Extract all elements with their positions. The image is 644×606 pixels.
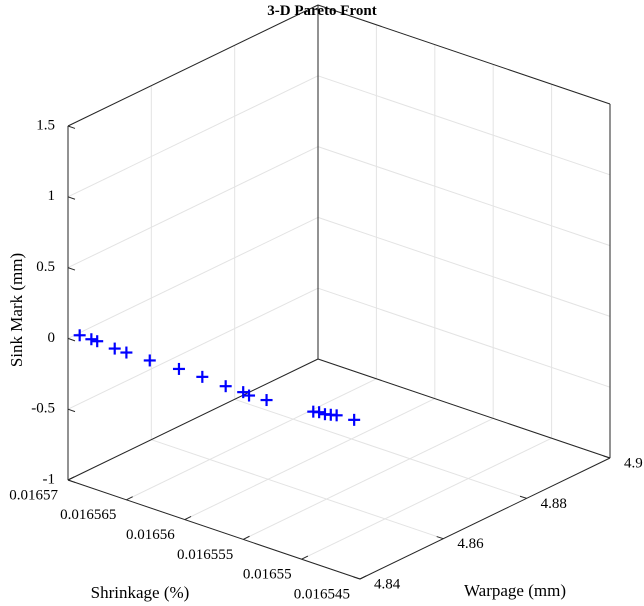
x-tick-mark <box>126 496 133 501</box>
y-tick-label: 4.86 <box>457 536 484 552</box>
y-tick-label: 4.84 <box>374 576 401 592</box>
x-tick-label: 0.016565 <box>60 507 116 523</box>
data-point-marker <box>313 406 326 419</box>
grid-line-z-wall <box>317 146 611 247</box>
z-tick-label: -0.5 <box>31 401 55 417</box>
z-axis-label: Sink Mark (mm) <box>7 253 26 367</box>
grid-line-x-floor <box>301 437 552 560</box>
y-tick-mark <box>353 576 361 580</box>
grid-line-y-floor <box>151 439 444 540</box>
grid-line-z-wall <box>317 216 611 317</box>
z-tick-label: 0.5 <box>36 259 55 275</box>
x-tick-mark <box>242 535 250 540</box>
x-tick-label: 0.01655 <box>243 567 292 583</box>
z-tick-label: -1 <box>43 471 56 487</box>
z-tick-mark <box>67 267 76 271</box>
x-tick-label: 0.016555 <box>177 547 233 563</box>
y-tick-label: 4.9 <box>624 455 643 471</box>
x-tick-mark <box>301 555 309 560</box>
grid-lines <box>67 4 611 580</box>
x-tick-label: 0.01656 <box>126 527 175 543</box>
data-point-marker <box>120 346 133 359</box>
axis-edge <box>67 479 361 580</box>
data-point-marker <box>330 409 343 422</box>
x-tick-mark <box>67 476 75 481</box>
grid-line-z-wall <box>67 216 319 339</box>
axis-edge <box>317 4 611 105</box>
grid-line-x-floor <box>242 417 494 540</box>
data-point-marker <box>260 394 273 407</box>
y-tick-label: 4.88 <box>541 496 567 512</box>
y-tick-mark <box>519 495 527 499</box>
data-point-marker <box>91 335 104 348</box>
x-tick-label: 0.01657 <box>9 487 58 503</box>
grid-line-z-wall <box>317 75 611 176</box>
grid-line-z-wall <box>67 287 319 410</box>
data-point-marker <box>196 370 209 383</box>
y-tick-mark <box>436 536 444 540</box>
tick-labels: 1.510.50-0.5-10.016570.0165650.016560.01… <box>9 117 643 602</box>
data-point-marker <box>348 413 361 426</box>
chart-title: 3-D Pareto Front <box>267 3 376 19</box>
z-tick-label: 1.5 <box>36 117 55 133</box>
grid-line-x-floor <box>184 398 436 521</box>
data-point-marker <box>243 389 256 402</box>
data-point-marker <box>219 380 232 393</box>
z-tick-mark <box>67 125 76 129</box>
data-point-marker <box>143 354 156 367</box>
data-point-marker <box>108 342 121 355</box>
z-tick-mark <box>67 479 76 483</box>
axis-edge <box>67 4 319 127</box>
data-point-marker <box>73 329 86 342</box>
axis-edge <box>67 358 319 481</box>
data-point-marker <box>85 333 98 346</box>
grid-line-x-floor <box>126 378 377 501</box>
z-tick-label: 1 <box>48 188 56 204</box>
x-tick-mark <box>359 575 367 580</box>
z-tick-mark <box>67 337 76 342</box>
axis-edge <box>317 358 611 459</box>
z-tick-label: 0 <box>48 330 56 346</box>
y-axis-label: Warpage (mm) <box>464 581 566 600</box>
x-tick-mark <box>184 516 192 521</box>
z-tick-mark <box>67 408 76 413</box>
grid-line-z-wall <box>67 146 319 269</box>
axis-edge <box>359 457 611 580</box>
grid-line-z-wall <box>317 287 611 388</box>
grid-line-z-wall <box>67 75 319 198</box>
x-tick-label: 0.016545 <box>294 586 350 602</box>
x-axis-label: Shrinkage (%) <box>91 583 190 602</box>
z-tick-mark <box>67 196 76 200</box>
data-markers <box>73 329 361 426</box>
y-tick-mark <box>603 455 611 459</box>
axes-box <box>67 4 611 580</box>
grid-line-y-floor <box>234 398 527 499</box>
data-point-marker <box>172 362 185 375</box>
